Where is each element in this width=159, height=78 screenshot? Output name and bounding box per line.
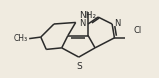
Text: NH₂: NH₂ [80, 11, 97, 20]
Text: Cl: Cl [134, 26, 142, 35]
Text: N: N [79, 20, 86, 28]
Text: N: N [114, 20, 121, 28]
Text: CH₃: CH₃ [14, 34, 28, 43]
Text: S: S [76, 62, 82, 71]
